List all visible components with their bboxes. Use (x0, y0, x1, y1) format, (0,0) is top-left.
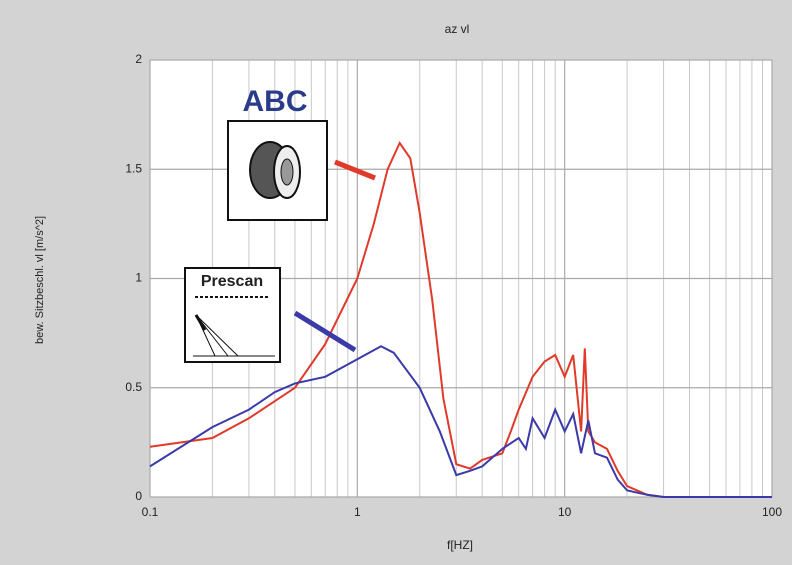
annotation-label: Prescan (201, 273, 263, 290)
annotation-box (184, 267, 281, 363)
y-tick-label: 2 (135, 52, 142, 66)
x-tick-label: 1 (354, 505, 361, 519)
chart-title: az vl (445, 22, 470, 36)
annotation-label: ABC (243, 85, 308, 118)
series-line (149, 345, 772, 498)
scan-icon (193, 296, 275, 357)
y-axis-label: bew. Sitzbeschl. vl [m/s^2] (34, 216, 46, 344)
annotation-pointer (334, 159, 376, 181)
y-tick-label: 1 (135, 271, 142, 285)
x-tick-label: 10 (558, 505, 572, 519)
annotation-pointer (293, 310, 357, 353)
y-tick-label: 1.5 (125, 161, 142, 175)
x-axis-label: f[HZ] (447, 538, 473, 552)
x-tick-label: 100 (762, 505, 782, 519)
series-line (149, 140, 772, 498)
tire-icon (249, 141, 301, 199)
x-tick-label: 0.1 (142, 505, 159, 519)
y-tick-label: 0.5 (125, 380, 142, 394)
y-tick-label: 0 (135, 489, 142, 503)
annotation-box (227, 120, 328, 221)
